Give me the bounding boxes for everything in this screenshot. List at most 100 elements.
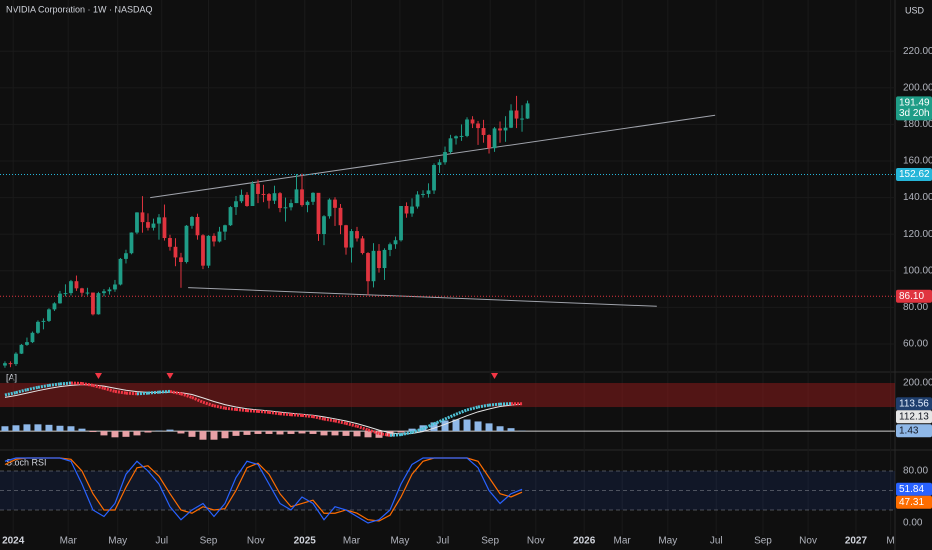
histogram-bar [485,423,493,432]
indicator-title: [A] [6,372,17,382]
histogram-bar [188,431,196,437]
candle-body [459,135,464,137]
x-tick-label: Sep [200,536,218,547]
zone [0,383,895,408]
candle-body [371,250,376,282]
histogram-bar [265,431,273,434]
candle-body [256,183,260,194]
candle-body [421,193,425,195]
candle-body [487,135,491,149]
x-tick-label: Nov [799,536,817,547]
x-tick-label: May [658,536,677,547]
x-tick-label: Sep [754,536,772,547]
macd-segment [301,413,314,419]
x-tick-label: Sep [481,536,499,547]
macd-segment [213,404,226,410]
x-tick-label: 2027 [845,536,868,547]
signal-marker [491,373,499,379]
candle-body [129,232,134,254]
countdown: 3d 20h [899,108,930,119]
candle-body [338,207,343,226]
price-label-box [896,410,932,424]
candle-body [289,203,293,208]
x-tick-label: Jul [155,536,168,547]
macd-segment [202,400,215,408]
candle-body [437,162,442,166]
histogram-bar [34,424,42,432]
candle-body [283,207,288,209]
candle-body [311,192,315,202]
candle-body [47,309,51,321]
y-tick-label: 80.00 [903,302,928,313]
y-tick-label: 200.00 [903,82,932,93]
candle-body [173,246,178,258]
currency[interactable]: USD [905,5,925,15]
candle-body [239,194,244,202]
candle-body [151,223,156,228]
candle-body [327,199,332,217]
histogram-bar [452,419,460,432]
candle-body [344,225,348,248]
histogram-bar [496,426,504,432]
candle-body [223,225,227,232]
candle-body [525,103,530,119]
price-label: 112.13 [899,411,929,422]
macd-segment [345,421,358,428]
candle-body [278,193,282,209]
x-tick-label: Mar [614,536,632,547]
macd-segment [356,424,369,432]
candle-body [476,123,480,129]
histogram-bar [111,431,119,438]
candle-body [245,194,249,207]
candle-body [333,199,337,208]
macd-segment [246,409,259,413]
x-tick-label: May [108,536,127,547]
macd-segment [103,386,116,393]
y-tick-label: 180.00 [903,119,932,130]
candle-body [146,222,150,228]
candle-body [388,244,392,250]
price-label: 51.84 [899,484,924,495]
candle-body [465,119,469,136]
macd-segment [125,391,138,396]
candle-body [300,189,304,206]
y-tick-label: 140.00 [903,192,932,203]
price-label: 113.56 [899,398,929,409]
macd-segment [169,389,182,396]
macd-segment [268,410,281,416]
price-label-box [896,289,932,303]
price-label-box [896,495,932,509]
candle-body [448,138,453,153]
histogram-bar [1,426,9,432]
candle-body [91,292,95,315]
histogram-bar [78,428,86,432]
histogram-bar [100,431,108,436]
macd-segment [92,383,105,390]
candle-body [454,136,458,139]
macd-segment [235,407,248,413]
candle-body [399,206,403,241]
macd-segment [455,408,468,416]
signal-marker [166,373,174,379]
histogram-bar [320,431,328,436]
candle-body [415,194,420,207]
macd-segment [136,391,149,396]
histogram-bar [56,425,64,432]
macd-segment [158,389,171,394]
trend-line [188,287,657,307]
candle-body [382,249,387,269]
candle-body [14,353,18,365]
candle-body [509,110,513,128]
candle-body [305,201,310,206]
histogram-bar [397,431,405,433]
macd-segment [81,382,94,387]
candle-body [157,217,161,224]
candle-body [184,225,189,262]
histogram-bar [353,431,361,437]
x-tick-label: Mar [60,536,78,547]
histogram-bar [441,420,449,432]
macd-segment [4,391,17,397]
y-tick-label: 120.00 [903,229,932,240]
price-label-box [896,424,932,438]
